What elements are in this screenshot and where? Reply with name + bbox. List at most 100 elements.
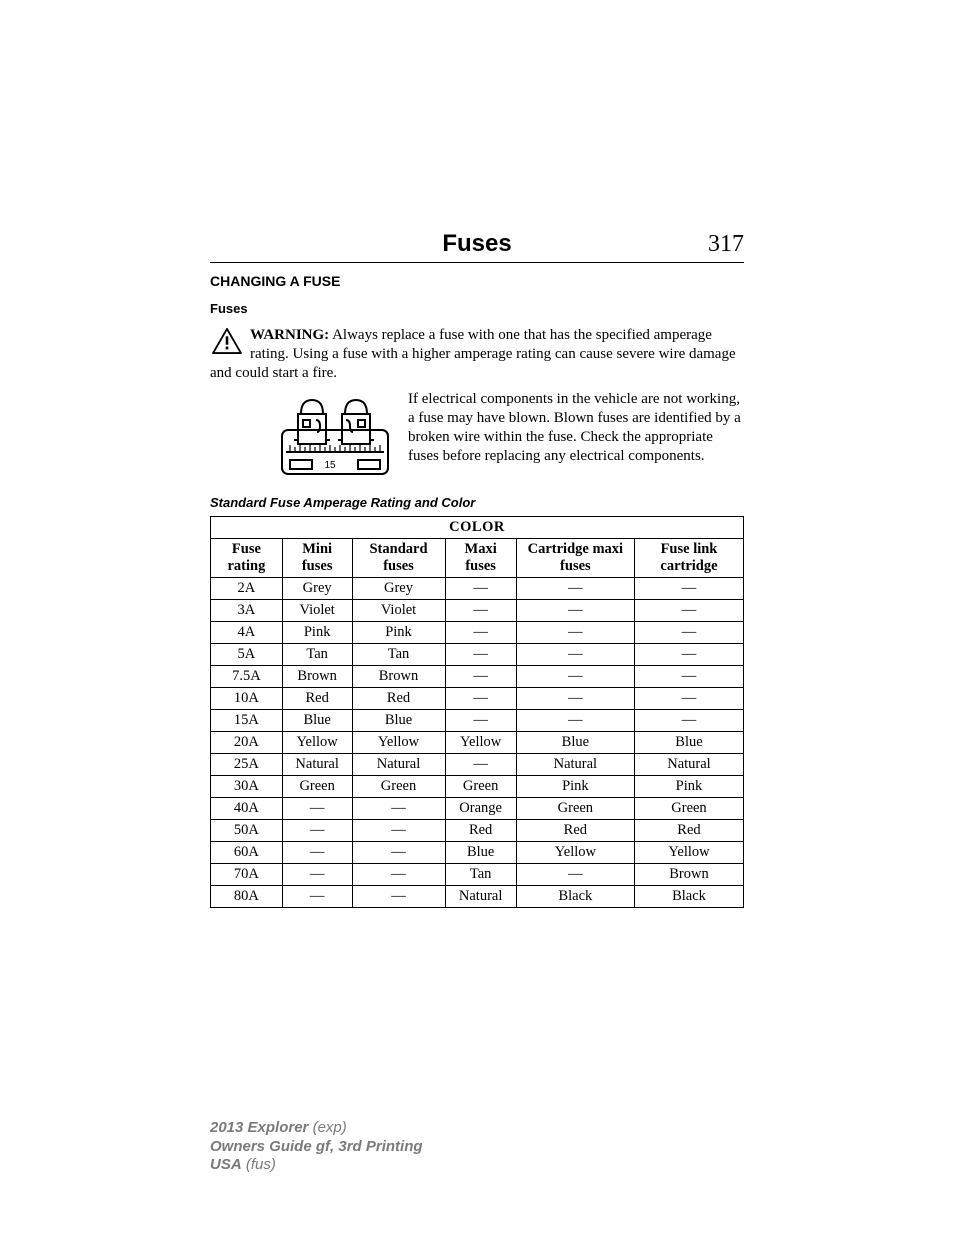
- table-cell: —: [445, 622, 516, 644]
- table-cell: Black: [634, 886, 743, 908]
- table-cell: —: [352, 798, 445, 820]
- table-cell: 4A: [211, 622, 283, 644]
- table-row: 10ARedRed———: [211, 688, 744, 710]
- table-row: 5ATanTan———: [211, 644, 744, 666]
- table-cell: Green: [282, 776, 352, 798]
- warning-icon: [212, 328, 242, 354]
- table-cell: —: [352, 886, 445, 908]
- table-cell: Pink: [516, 776, 634, 798]
- col-header: Fuse link cartridge: [634, 539, 743, 578]
- table-cell: Orange: [445, 798, 516, 820]
- table-cell: Green: [516, 798, 634, 820]
- table-cell: Red: [516, 820, 634, 842]
- table-cell: Tan: [282, 644, 352, 666]
- table-cell: 20A: [211, 732, 283, 754]
- table-cell: Natural: [282, 754, 352, 776]
- table-cell: —: [445, 600, 516, 622]
- table-cell: Yellow: [634, 842, 743, 864]
- footer-line-2: Owners Guide gf, 3rd Printing: [210, 1138, 423, 1157]
- fuse-figure: 15: [280, 390, 390, 481]
- table-caption: Standard Fuse Amperage Rating and Color: [210, 495, 744, 510]
- body-text: If electrical components in the vehicle …: [408, 390, 744, 465]
- table-cell: Pink: [352, 622, 445, 644]
- footer-line-1: 2013 Explorer (exp): [210, 1119, 423, 1138]
- table-cell: —: [352, 864, 445, 886]
- page-number: 317: [708, 231, 744, 258]
- table-cell: —: [282, 820, 352, 842]
- table-cell: Yellow: [445, 732, 516, 754]
- page: Fuses 317 CHANGING A FUSE Fuses WARNING:…: [0, 0, 954, 1235]
- fuse-figure-label: 15: [324, 460, 336, 471]
- table-cell: Blue: [634, 732, 743, 754]
- table-cell: Brown: [282, 666, 352, 688]
- table-cell: Red: [634, 820, 743, 842]
- table-cell: —: [516, 864, 634, 886]
- table-row: 30AGreenGreenGreenPinkPink: [211, 776, 744, 798]
- table-cell: 2A: [211, 578, 283, 600]
- table-cell: —: [282, 864, 352, 886]
- col-header: Maxi fuses: [445, 539, 516, 578]
- table-cell: 50A: [211, 820, 283, 842]
- table-cell: —: [445, 710, 516, 732]
- table-span-header: COLOR: [211, 517, 744, 539]
- page-title: Fuses: [210, 230, 744, 258]
- table-cell: Red: [282, 688, 352, 710]
- table-cell: Grey: [352, 578, 445, 600]
- table-cell: Violet: [282, 600, 352, 622]
- table-row: 7.5ABrownBrown———: [211, 666, 744, 688]
- col-header: Mini fuses: [282, 539, 352, 578]
- table-cell: —: [634, 600, 743, 622]
- table-cell: 80A: [211, 886, 283, 908]
- table-cell: Red: [445, 820, 516, 842]
- table-cell: 5A: [211, 644, 283, 666]
- table-cell: Blue: [282, 710, 352, 732]
- table-cell: —: [445, 644, 516, 666]
- table-cell: —: [634, 710, 743, 732]
- table-cell: 15A: [211, 710, 283, 732]
- table-cell: Blue: [352, 710, 445, 732]
- table-row: 2AGreyGrey———: [211, 578, 744, 600]
- col-header: Cartridge maxi fuses: [516, 539, 634, 578]
- table-cell: 40A: [211, 798, 283, 820]
- warning-label: WARNING:: [250, 327, 329, 343]
- table-cell: 25A: [211, 754, 283, 776]
- table-cell: Green: [352, 776, 445, 798]
- table-cell: Yellow: [352, 732, 445, 754]
- table-cell: 70A: [211, 864, 283, 886]
- table-cell: Brown: [634, 864, 743, 886]
- table-cell: —: [634, 666, 743, 688]
- table-cell: Natural: [352, 754, 445, 776]
- table-cell: Natural: [634, 754, 743, 776]
- table-cell: Red: [352, 688, 445, 710]
- table-cell: —: [516, 578, 634, 600]
- table-cell: —: [516, 710, 634, 732]
- table-cell: —: [445, 578, 516, 600]
- table-cell: —: [516, 622, 634, 644]
- page-header: Fuses 317: [210, 230, 744, 263]
- table-cell: Green: [445, 776, 516, 798]
- table-header-row: Fuse rating Mini fuses Standard fuses Ma…: [211, 539, 744, 578]
- page-footer: 2013 Explorer (exp) Owners Guide gf, 3rd…: [210, 1119, 423, 1175]
- table-cell: 7.5A: [211, 666, 283, 688]
- table-row: 20AYellowYellowYellowBlueBlue: [211, 732, 744, 754]
- table-cell: Violet: [352, 600, 445, 622]
- table-row: 40A——OrangeGreenGreen: [211, 798, 744, 820]
- figure-and-text-row: 15: [210, 390, 744, 481]
- warning-block: WARNING: Always replace a fuse with one …: [210, 326, 744, 382]
- table-cell: Pink: [634, 776, 743, 798]
- table-body: 2AGreyGrey———3AVioletViolet———4APinkPink…: [211, 578, 744, 908]
- table-cell: —: [516, 666, 634, 688]
- table-cell: 30A: [211, 776, 283, 798]
- table-row: 15ABlueBlue———: [211, 710, 744, 732]
- table-cell: Tan: [445, 864, 516, 886]
- section-heading: CHANGING A FUSE: [210, 273, 744, 289]
- table-cell: —: [516, 600, 634, 622]
- table-cell: —: [516, 644, 634, 666]
- fuse-color-table: COLOR Fuse rating Mini fuses Standard fu…: [210, 516, 744, 908]
- table-cell: —: [445, 666, 516, 688]
- table-cell: Blue: [516, 732, 634, 754]
- table-cell: —: [352, 820, 445, 842]
- table-cell: —: [634, 578, 743, 600]
- table-cell: —: [634, 622, 743, 644]
- table-cell: Black: [516, 886, 634, 908]
